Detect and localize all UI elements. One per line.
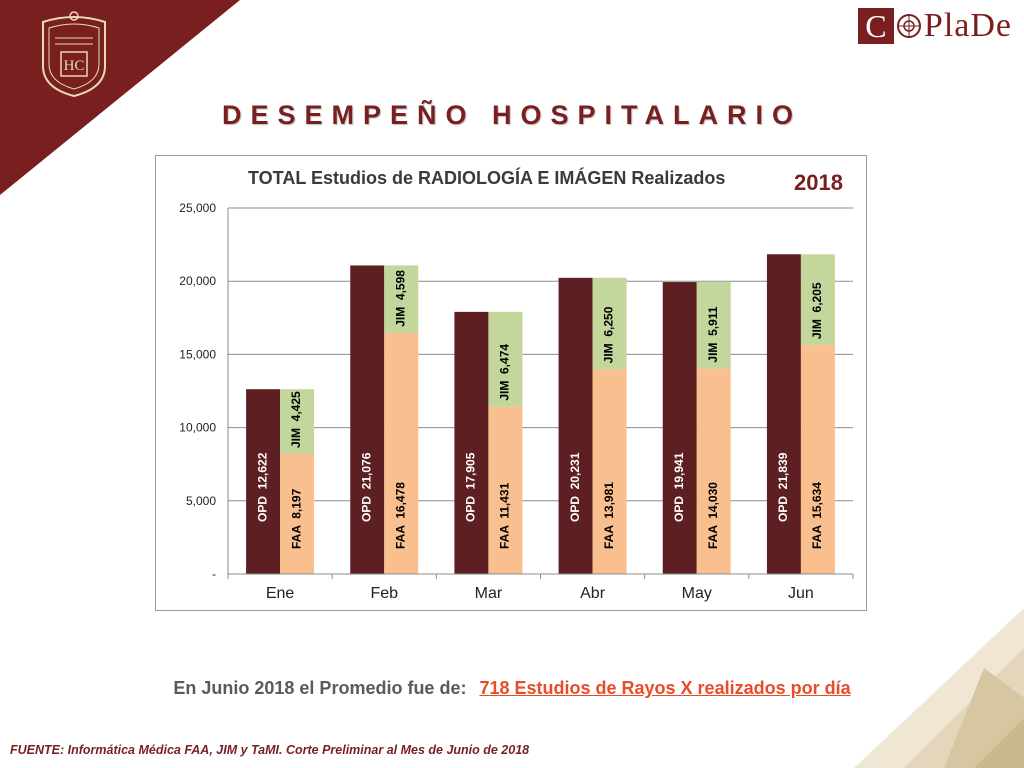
bar-faa — [384, 332, 419, 574]
stacked-bar-chart: - 5,000 10,000 15,000 20,000 25,000 OPD 12,622… — [179, 201, 854, 602]
data-label-opd: OPD 20,231 — [568, 452, 582, 522]
chart-title: TOTAL Estudios de RADIOLOGÍA E IMÁGEN Re… — [248, 168, 726, 188]
data-label-faa: FAA 11,431 — [498, 482, 512, 549]
data-label-opd: OPD 21,839 — [776, 452, 790, 522]
data-label-jim: JIM 4,425 — [289, 391, 303, 448]
bar-faa — [696, 368, 731, 574]
y-tick-label: 25,000 — [179, 201, 216, 215]
page-title: DESEMPEÑO HOSPITALARIO — [221, 100, 803, 130]
data-label-jim: JIM 6,250 — [602, 306, 616, 363]
y-tick-label: 5,000 — [186, 494, 216, 508]
y-tick-label: 10,000 — [179, 421, 216, 435]
bar-faa — [800, 345, 835, 574]
bar-jim — [800, 254, 835, 346]
x-tick-label: May — [682, 585, 712, 602]
bar-opd — [662, 282, 697, 574]
svg-text:HC: HC — [64, 58, 85, 74]
summary-lead: En Junio 2018 el Promedio fue de: — [173, 678, 467, 698]
bar-jim — [592, 277, 627, 370]
x-tick-label: Mar — [475, 585, 503, 602]
bar-opd — [766, 254, 801, 574]
data-label-faa: FAA 8,197 — [289, 488, 303, 549]
bar-jim — [280, 389, 315, 454]
logo-initial: C — [857, 8, 894, 44]
data-label-jim: JIM 5,911 — [706, 306, 720, 362]
data-label-jim: JIM 4,598 — [393, 270, 407, 327]
x-tick-label: Ene — [266, 585, 295, 602]
y-tick-label: 20,000 — [179, 274, 216, 288]
summary-highlight: 718 Estudios de Rayos X realizados por d… — [479, 678, 851, 698]
coplade-logo: C PlaDe — [857, 6, 1012, 46]
y-tick-label: 15,000 — [179, 347, 216, 361]
data-label-faa: FAA 15,634 — [810, 482, 824, 549]
bar-faa — [488, 406, 523, 574]
bar-jim — [488, 311, 523, 407]
bar-opd — [558, 277, 593, 574]
bar-opd — [350, 265, 385, 574]
chart-panel: - 5,000 10,000 15,000 20,000 25,000 OPD 12,622… — [155, 155, 867, 611]
logo-text: PlaDe — [923, 7, 1012, 44]
bar-opd — [454, 311, 489, 574]
data-label-faa: FAA 13,981 — [602, 482, 616, 549]
data-label-opd: OPD 17,905 — [464, 452, 478, 522]
corner-banner — [0, 0, 240, 195]
y-tick-label: - — [212, 567, 216, 581]
chart-year: 2018 — [794, 170, 843, 195]
x-tick-label: Abr — [580, 585, 606, 602]
x-tick-label: Jun — [788, 585, 814, 602]
logo-seal-icon — [896, 14, 921, 38]
summary-note: En Junio 2018 el Promedio fue de: 718 Es… — [0, 678, 1024, 699]
source-note: FUENTE: Informática Médica FAA, JIM y Ta… — [10, 743, 530, 757]
data-label-opd: OPD 19,941 — [672, 452, 686, 522]
bar-jim — [384, 265, 419, 333]
bar-faa — [280, 453, 315, 574]
corner-decoration — [854, 608, 1024, 768]
data-label-faa: FAA 16,478 — [393, 482, 407, 549]
bar-faa — [592, 369, 627, 574]
data-label-opd: OPD 12,622 — [255, 452, 269, 522]
bar-jim — [696, 282, 731, 369]
data-label-jim: JIM 6,205 — [810, 282, 824, 339]
bar-opd — [246, 389, 281, 574]
university-seal-icon: HC — [42, 11, 106, 98]
x-tick-label: Feb — [370, 585, 398, 602]
data-label-jim: JIM 6,474 — [498, 344, 512, 401]
data-label-faa: FAA 14,030 — [706, 482, 720, 549]
data-label-opd: OPD 21,076 — [359, 452, 373, 522]
